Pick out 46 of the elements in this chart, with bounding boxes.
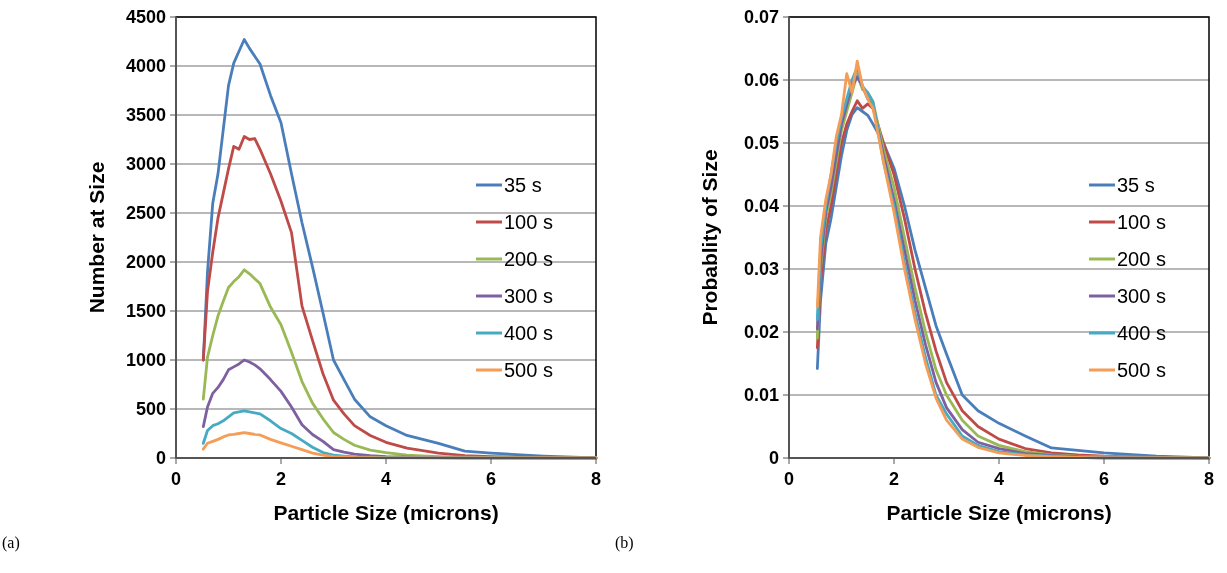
y-tick-label: 0.03 [743, 259, 779, 279]
x-tick-label: 2 [275, 469, 287, 489]
legend-label: 400 s [1117, 322, 1166, 344]
x-axis-title: Particle Size (microns) [273, 501, 499, 524]
y-tick-label: 4500 [125, 7, 166, 27]
y-tick-label: 0.01 [743, 385, 779, 405]
text: (a) [2, 534, 20, 552]
legend-label: 200 s [504, 248, 553, 270]
legend-label: 35 s [1117, 174, 1155, 196]
x-tick-label: 6 [485, 469, 497, 489]
x-tick-label: 4 [380, 469, 392, 489]
legend-label: 35 s [504, 174, 542, 196]
legend-label: 400 s [504, 322, 553, 344]
legend-label: 500 s [504, 359, 553, 381]
x-tick-label: 4 [993, 469, 1005, 489]
y-tick-label: 500 [135, 399, 166, 419]
y-tick-label: 0 [155, 448, 166, 468]
x-tick-label: 8 [1203, 469, 1215, 489]
y-tick-label: 3000 [125, 154, 166, 174]
y-tick-label: 1000 [125, 350, 166, 370]
x-tick-label: 8 [590, 469, 602, 489]
y-tick-label: 0.05 [743, 133, 779, 153]
y-tick-label: 2500 [125, 203, 166, 223]
x-tick-label: 0 [170, 469, 182, 489]
y-axis-title: Probablity of Size [698, 149, 721, 326]
legend-label: 100 s [1117, 211, 1166, 233]
y-tick-label: 0.02 [743, 322, 779, 342]
y-axis-title: Number at Size [85, 161, 108, 314]
text: (b) [615, 534, 634, 552]
y-tick-label: 3500 [125, 105, 166, 125]
x-tick-label: 6 [1098, 469, 1110, 489]
x-tick-label: 0 [783, 469, 795, 489]
y-tick-label: 0.06 [743, 70, 779, 90]
legend-label: 500 s [1117, 359, 1166, 381]
y-tick-label: 4000 [125, 56, 166, 76]
x-tick-label: 2 [888, 469, 900, 489]
legend-label: 300 s [504, 285, 553, 307]
legend-label: 300 s [1117, 285, 1166, 307]
x-axis-title: Particle Size (microns) [886, 501, 1112, 524]
y-tick-label: 0.07 [743, 7, 779, 27]
y-tick-label: 0 [768, 448, 779, 468]
y-tick-label: 2000 [125, 252, 166, 272]
y-tick-label: 1500 [125, 301, 166, 321]
legend-label: 100 s [504, 211, 553, 233]
y-tick-label: 0.04 [743, 196, 779, 216]
legend-label: 200 s [1117, 248, 1166, 270]
